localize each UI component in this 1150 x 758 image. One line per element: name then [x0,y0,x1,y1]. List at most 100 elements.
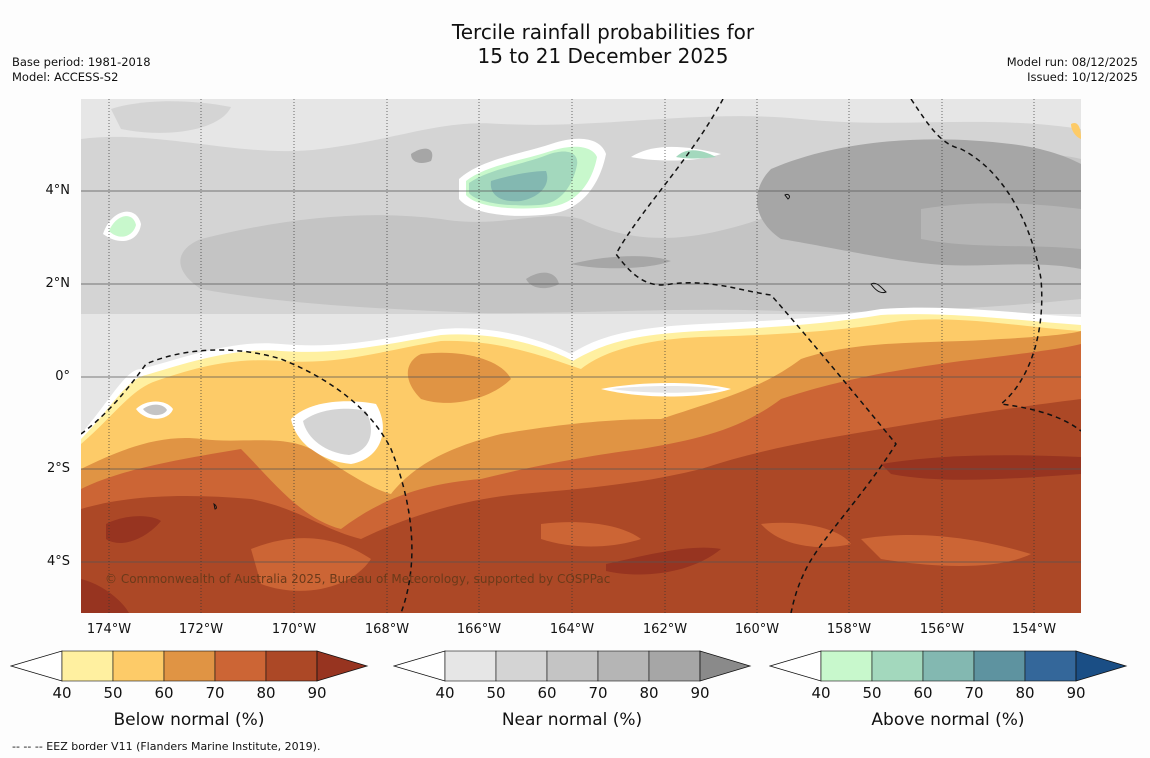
colorbar-above-tick-50: 50 [862,684,882,702]
lat-label-0: 0° [55,369,70,384]
colorbar-above-under-triangle [769,650,822,682]
meta-right: Model run: 08/12/2025 Issued: 10/12/2025 [1007,55,1138,85]
colorbar-above-tick-40: 40 [811,684,831,702]
colorbar-above-segment-80 [1024,650,1077,682]
colorbar-above-over-triangle [1075,650,1128,682]
near-normal-hole [303,408,371,455]
below-normal-90-area [881,455,1081,480]
lon-label-164w: 164°W [549,622,595,637]
copyright-text: © Commonwealth of Australia 2025, Bureau… [105,572,610,586]
eez-border-kiribati-phoenix [81,349,413,613]
colorbar-above-segment-40 [820,650,873,682]
islands [213,194,887,510]
colorbar-near-segment-40 [444,650,497,682]
near-normal-70-area [921,203,1081,249]
island-atoll-1 [784,194,790,200]
colorbar-above-title: Above normal (%) [871,710,1025,730]
colorbar-below-tick-50: 50 [103,684,123,702]
colorbar-near-segment-50 [495,650,548,682]
colorbar-near-title: Near normal (%) [501,710,643,730]
colorbar-below-tick-80: 80 [256,684,276,702]
title-line-1: Tercile rainfall probabilities for [451,20,755,44]
lon-label-154w: 154°W [1011,622,1057,637]
near-normal-50-patch [111,101,231,133]
colorbar-near-tick-60: 60 [537,684,557,702]
colorbar-near-segment-70 [597,650,650,682]
title-line-2: 15 to 21 December 2025 [477,44,729,68]
colorbar-near-tick-70: 70 [588,684,608,702]
above-normal-60-area [490,171,548,202]
colorbar-above-tick-60: 60 [913,684,933,702]
lon-label-160w: 160°W [734,622,780,637]
lon-label-158w: 158°W [826,622,872,637]
meta-left: Base period: 1981-2018 Model: ACCESS-S2 [12,55,151,85]
below-normal-70-patch-3 [761,522,851,548]
below-normal-90-patch [106,516,161,543]
colorbar-near-tick-40: 40 [435,684,455,702]
below-normal-70-patch-4 [861,534,1031,566]
chart-title: Tercile rainfall probabilities for 15 to… [0,20,1150,68]
colorbar-below-segment-80 [265,650,318,682]
island-kiritimati [870,282,887,294]
lat-label-2n: 2°N [45,276,71,291]
above-normal-40-patch [109,216,136,237]
colorbar-below-segment-50 [112,650,165,682]
colorbar-below-normal [10,650,369,682]
below-normal-50-patch-ne [1071,122,1081,139]
colorbar-below-tick-40: 40 [52,684,72,702]
colorbar-above-tick-80: 80 [1015,684,1035,702]
colorbar-near-normal [393,650,752,682]
colorbar-below-tick-70: 70 [205,684,225,702]
below-normal-70-patch [251,538,371,591]
colorbar-near-over-triangle [699,650,752,682]
lon-label-172w: 172°W [178,622,224,637]
near-normal-80-patch-2 [411,148,433,163]
island-atoll-2 [213,502,217,510]
eez-border-kiribati-line [615,99,897,613]
colorbar-above-segment-60 [922,650,975,682]
colorbar-below-under-triangle [10,650,63,682]
colorbar-below-title: Below normal (%) [113,710,265,730]
below-normal-70-patch-2 [541,522,641,547]
colorbar-above-normal [769,650,1128,682]
eez-footnote: -- -- -- EEZ border V11 (Flanders Marine… [12,740,321,753]
colorbar-below-segment-60 [163,650,216,682]
near-normal-80-patch [571,256,671,269]
below-normal-90-patch-3 [81,579,129,613]
below-normal-90-patch-2 [606,547,721,575]
colorbar-near-tick-80: 80 [639,684,659,702]
colorbar-near-under-triangle [393,650,446,682]
above-normal-50-patch [676,150,716,159]
colorbar-near-segment-60 [546,650,599,682]
lon-label-168w: 168°W [364,622,410,637]
colorbar-near-tick-90: 90 [690,684,710,702]
lat-label-2s: 2°S [46,461,70,476]
lon-label-166w: 166°W [456,622,502,637]
colorbar-above-segment-50 [871,650,924,682]
model-text: Model: ACCESS-S2 [12,70,119,84]
lon-label-174w: 174°W [86,622,132,637]
colorbar-near-tick-50: 50 [486,684,506,702]
lat-gridlines [81,190,1081,563]
lon-label-162w: 162°W [642,622,688,637]
below-normal-60-patch [407,352,511,403]
lat-label-4n: 4°N [45,183,71,198]
lon-label-156w: 156°W [919,622,965,637]
near-normal-hole-3 [143,404,167,416]
colorbar-below-segment-40 [61,650,114,682]
eez-borders [81,99,1081,613]
colorbar-below-tick-60: 60 [154,684,174,702]
base-period-text: Base period: 1981-2018 [12,55,151,69]
colorbar-near-segment-80 [648,650,701,682]
colorbar-above-segment-70 [973,650,1026,682]
lat-label-4s: 4°S [46,554,70,569]
lon-label-170w: 170°W [271,622,317,637]
colorbar-above-tick-70: 70 [964,684,984,702]
colorbar-below-tick-90: 90 [307,684,327,702]
colorbar-below-segment-70 [214,650,267,682]
colorbar-above-tick-90: 90 [1066,684,1086,702]
eez-border-east [910,99,1081,432]
model-run-text: Model run: 08/12/2025 [1006,55,1138,69]
near-normal-hole-2 [611,386,721,393]
colorbar-below-over-triangle [316,650,369,682]
